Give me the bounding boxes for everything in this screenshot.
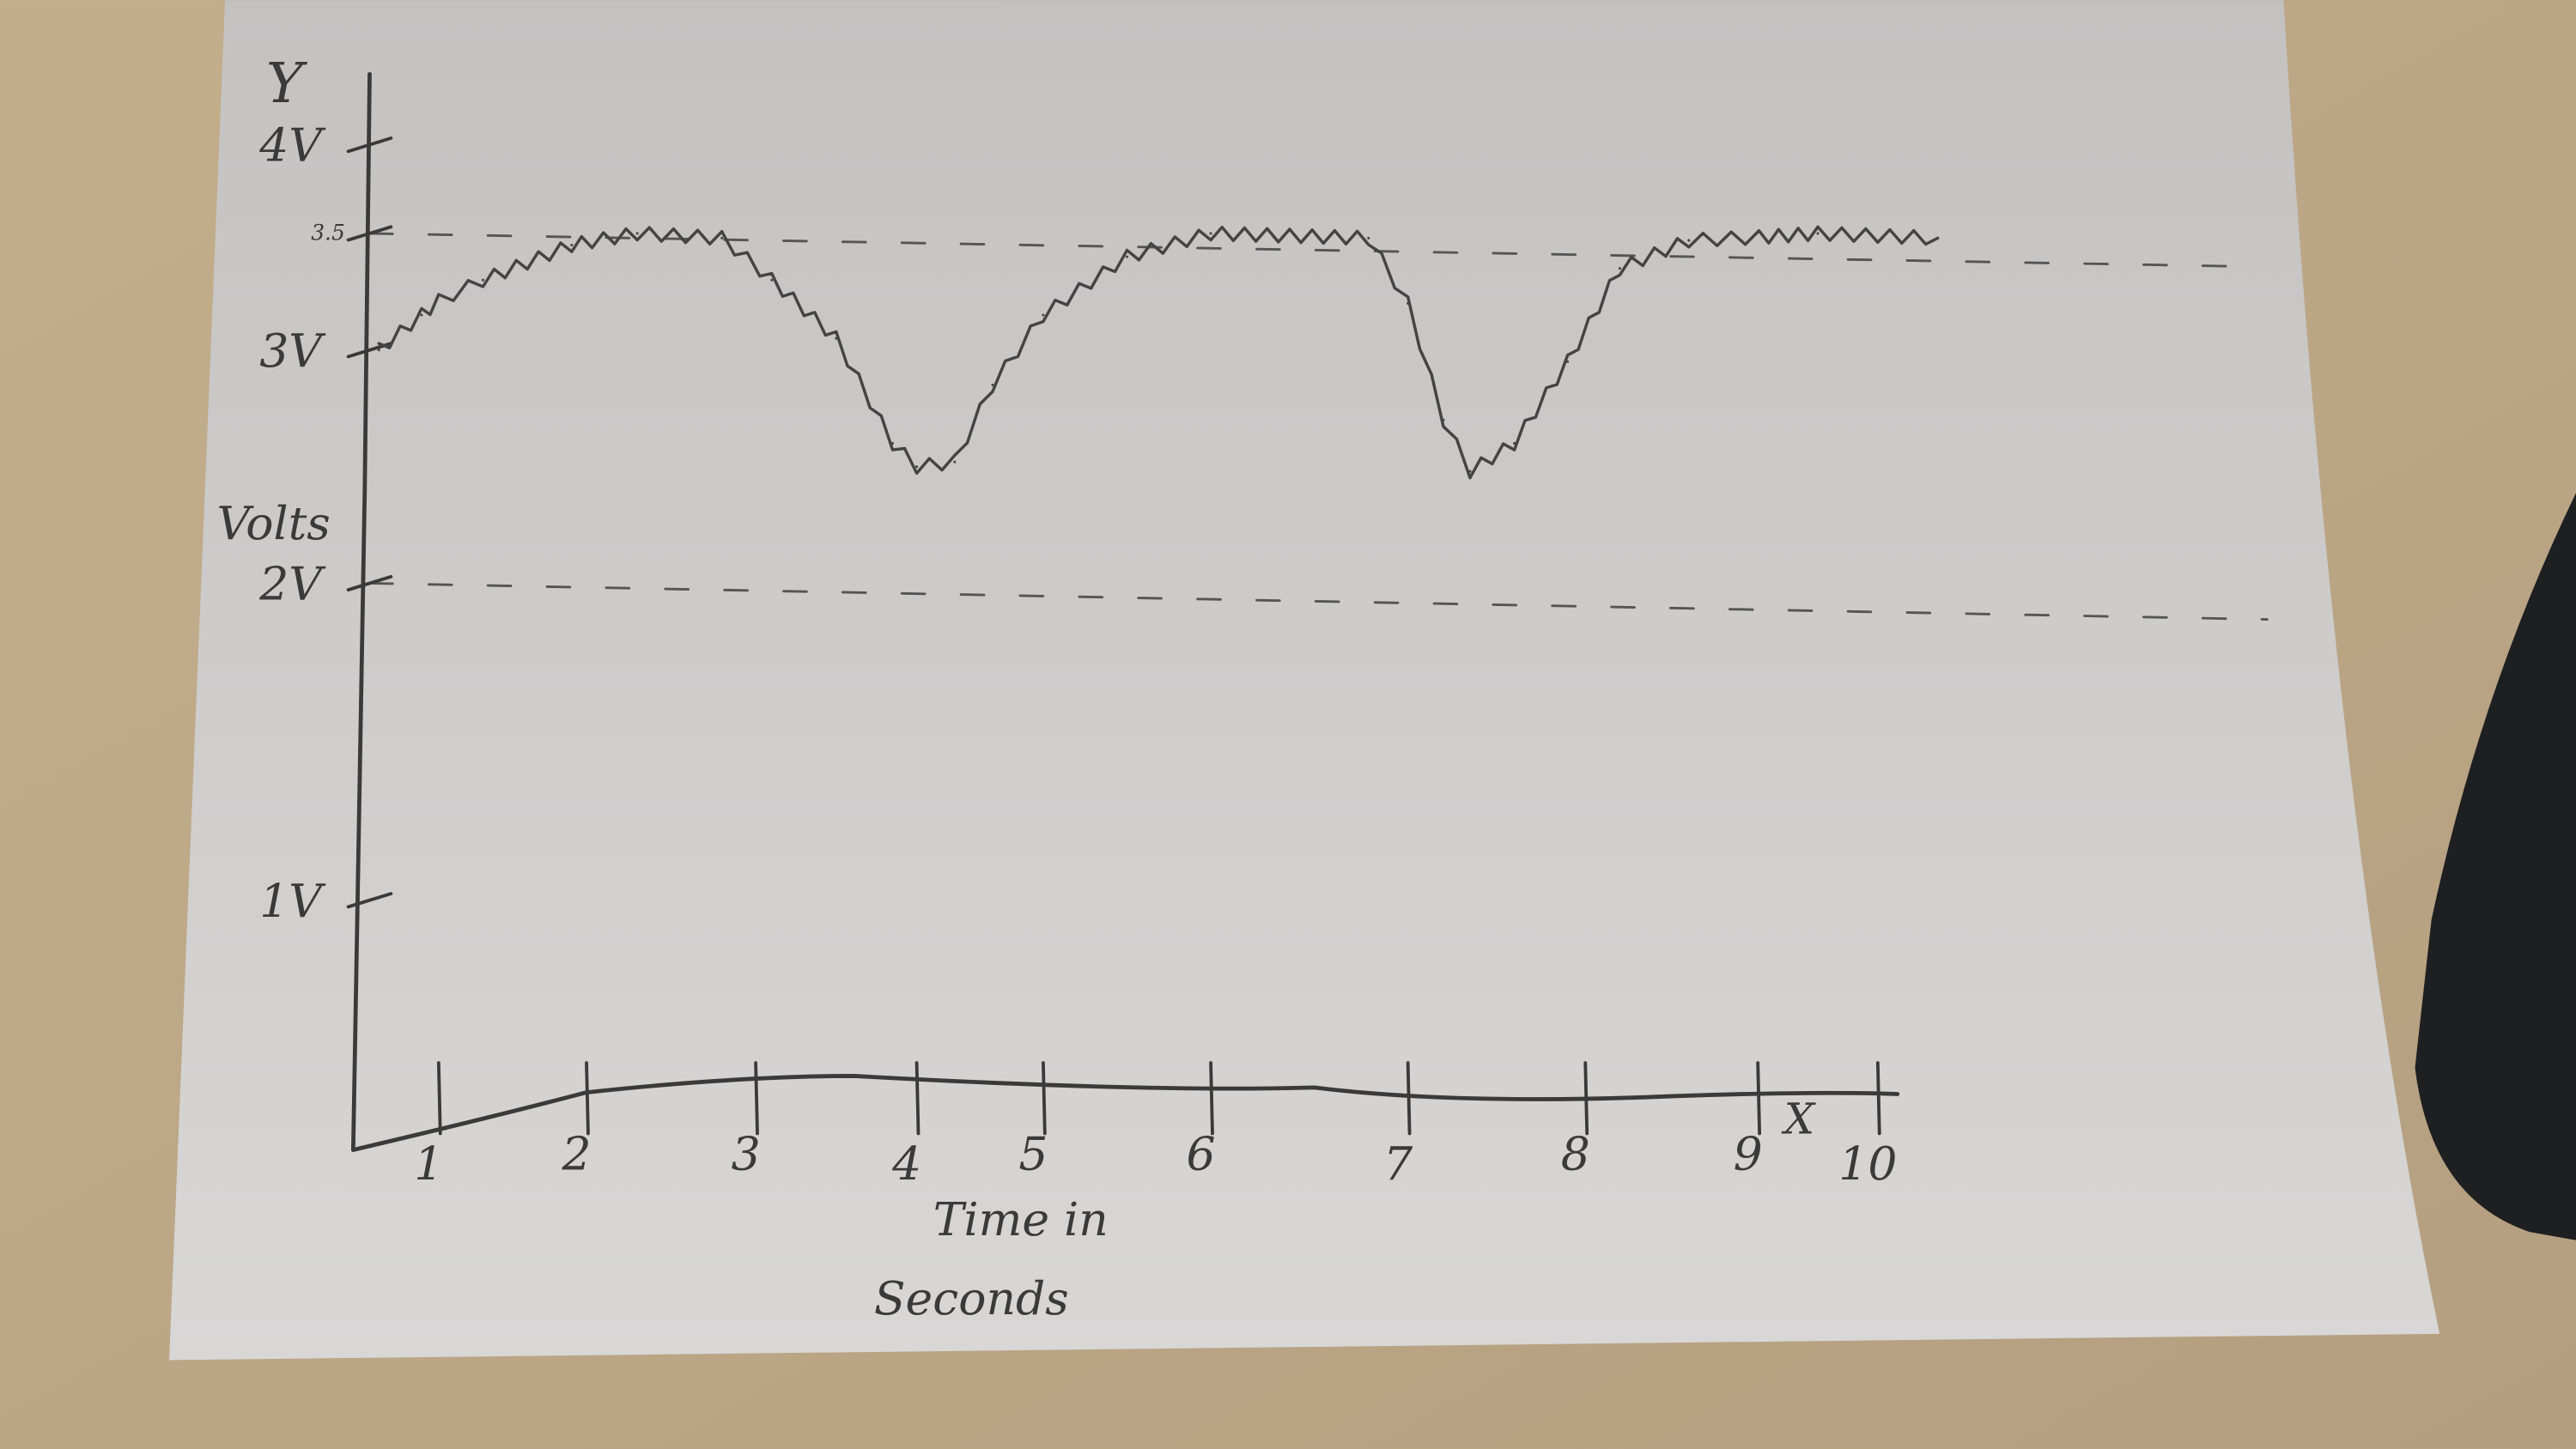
data-point	[1618, 267, 1622, 270]
data-point	[635, 232, 639, 235]
x-axis-letter: X	[1781, 1094, 1817, 1143]
data-point	[1468, 470, 1472, 473]
x-tick	[1406, 1061, 1412, 1136]
data-point	[720, 236, 724, 239]
reference-line-2	[368, 582, 2269, 621]
x-tick	[1875, 1061, 1881, 1136]
x-axis-title-line1: Time in	[933, 1192, 1109, 1246]
data-point	[1936, 236, 1940, 239]
x-tick-label: 6	[1187, 1126, 1216, 1180]
y-axis-title: Volts	[217, 496, 331, 550]
x-tick-label: 2	[562, 1126, 592, 1180]
data-point	[1209, 232, 1212, 235]
data-point	[570, 243, 574, 247]
y-tick-label: 1V	[259, 874, 326, 928]
data-point	[1367, 236, 1370, 239]
data-point	[1442, 418, 1445, 421]
data-point	[890, 441, 895, 445]
x-tick-label: 7	[1383, 1137, 1413, 1191]
y-tick	[346, 225, 393, 242]
y-tick-label: 3V	[259, 324, 326, 378]
data-point	[481, 278, 485, 282]
data-point	[1406, 301, 1410, 305]
x-tick-label: 4	[891, 1137, 921, 1191]
data-point	[770, 278, 774, 282]
x-tick-label: 3	[732, 1126, 761, 1180]
data-point	[1566, 360, 1570, 363]
x-axis-title: Time in Seconds	[874, 1192, 1123, 1325]
data-point	[1816, 232, 1820, 235]
y-tick	[346, 136, 393, 154]
data-point	[915, 465, 919, 469]
data-point	[1125, 255, 1129, 258]
x-tick-label: 10	[1838, 1137, 1897, 1191]
y-tick	[346, 574, 393, 592]
black-device	[2415, 493, 2576, 1240]
data-point	[1042, 313, 1045, 317]
x-tick	[436, 1061, 442, 1136]
data-point	[835, 336, 838, 340]
x-axis-line	[350, 1074, 1900, 1152]
x-tick-label: 9	[1734, 1126, 1763, 1180]
x-tick-label: 1	[414, 1137, 443, 1191]
x-tick	[585, 1061, 590, 1136]
x-tick-label: 8	[1561, 1126, 1590, 1180]
y-tick-label: 3.5	[311, 221, 345, 246]
x-tick	[1209, 1061, 1214, 1136]
hand-drawn-chart: 1V 2V 3V 3.5 4V 1 2 3 4 5 6 7 8 9 10	[258, 71, 2269, 1191]
data-point	[953, 460, 957, 464]
data-point	[420, 313, 423, 317]
y-axis-letter: Y	[266, 52, 308, 116]
x-tick	[1042, 1061, 1047, 1136]
y-tick-label: 4V	[258, 118, 326, 173]
x-tick	[914, 1061, 920, 1136]
x-tick	[1756, 1061, 1762, 1136]
y-axis-line	[350, 71, 372, 1152]
series-line	[377, 225, 1940, 480]
x-tick	[754, 1061, 759, 1136]
data-point	[377, 349, 380, 352]
data-point	[991, 383, 994, 387]
y-tick	[346, 892, 393, 909]
y-tick-label: 2V	[258, 557, 326, 611]
x-tick	[1583, 1061, 1589, 1136]
data-point	[1687, 239, 1691, 242]
x-tick-label: 5	[1018, 1126, 1048, 1180]
x-axis-title-line2: Seconds	[874, 1271, 1069, 1325]
data-point	[1513, 441, 1516, 445]
paper-sheet	[169, 0, 2440, 1361]
